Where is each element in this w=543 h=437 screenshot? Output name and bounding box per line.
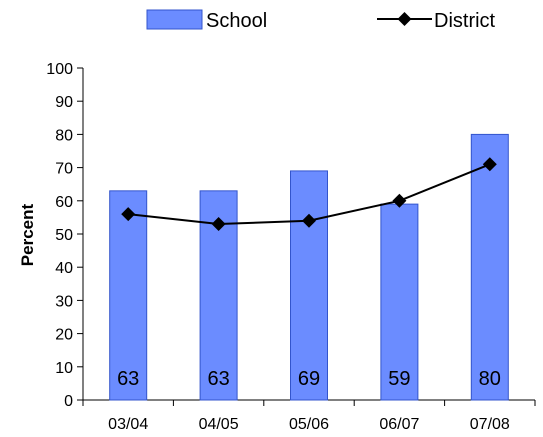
district-point: [392, 193, 407, 208]
school-bar: [290, 170, 328, 401]
x-tick-label: 06/07: [379, 416, 419, 433]
school-bar-label: 80: [479, 368, 501, 390]
y-axis-title: Percent: [18, 203, 37, 266]
legend-swatch-school: [146, 9, 203, 30]
district-point: [211, 217, 226, 232]
x-tick-label: 07/08: [470, 416, 510, 433]
district-point: [482, 157, 497, 172]
y-tick-label: 90: [55, 94, 73, 111]
school-bar-labels: 63 63 69 59 80: [117, 368, 501, 390]
legend-label-school: School: [206, 10, 267, 32]
y-tick-label: 60: [55, 194, 73, 211]
school-bar-label: 63: [207, 368, 229, 390]
school-bar: [380, 203, 419, 401]
y-tick-label: 20: [55, 327, 73, 344]
school-bar-label: 63: [117, 368, 139, 390]
y-tick-label: 30: [55, 293, 73, 310]
legend: School District: [146, 9, 496, 32]
x-ticks: 03/04 04/05 05/06 06/07 07/08: [82, 400, 536, 433]
y-tick-label: 40: [55, 260, 73, 277]
y-ticks: 0 10 20 30 40 50 60 70 80 90 100: [46, 61, 83, 410]
school-bar-label: 59: [388, 368, 410, 390]
y-tick-label: 10: [55, 360, 73, 377]
district-point: [121, 207, 136, 222]
x-tick-label: 03/04: [108, 416, 148, 433]
legend-marker-district: [397, 12, 412, 26]
y-tick-label: 50: [55, 227, 73, 244]
district-point: [302, 213, 316, 228]
x-tick-label: 04/05: [199, 416, 239, 433]
y-tick-label: 80: [55, 127, 73, 144]
school-bar: [109, 190, 148, 401]
school-bars: [109, 133, 509, 401]
legend-label-district: District: [434, 10, 496, 32]
district-series: [121, 157, 497, 232]
y-tick-label: 70: [55, 161, 73, 178]
school-bar-label: 69: [298, 368, 320, 390]
school-bar: [470, 133, 509, 401]
x-tick-label: 05/06: [289, 416, 329, 433]
y-tick-label: 100: [46, 61, 73, 78]
y-tick-label: 0: [64, 393, 73, 410]
